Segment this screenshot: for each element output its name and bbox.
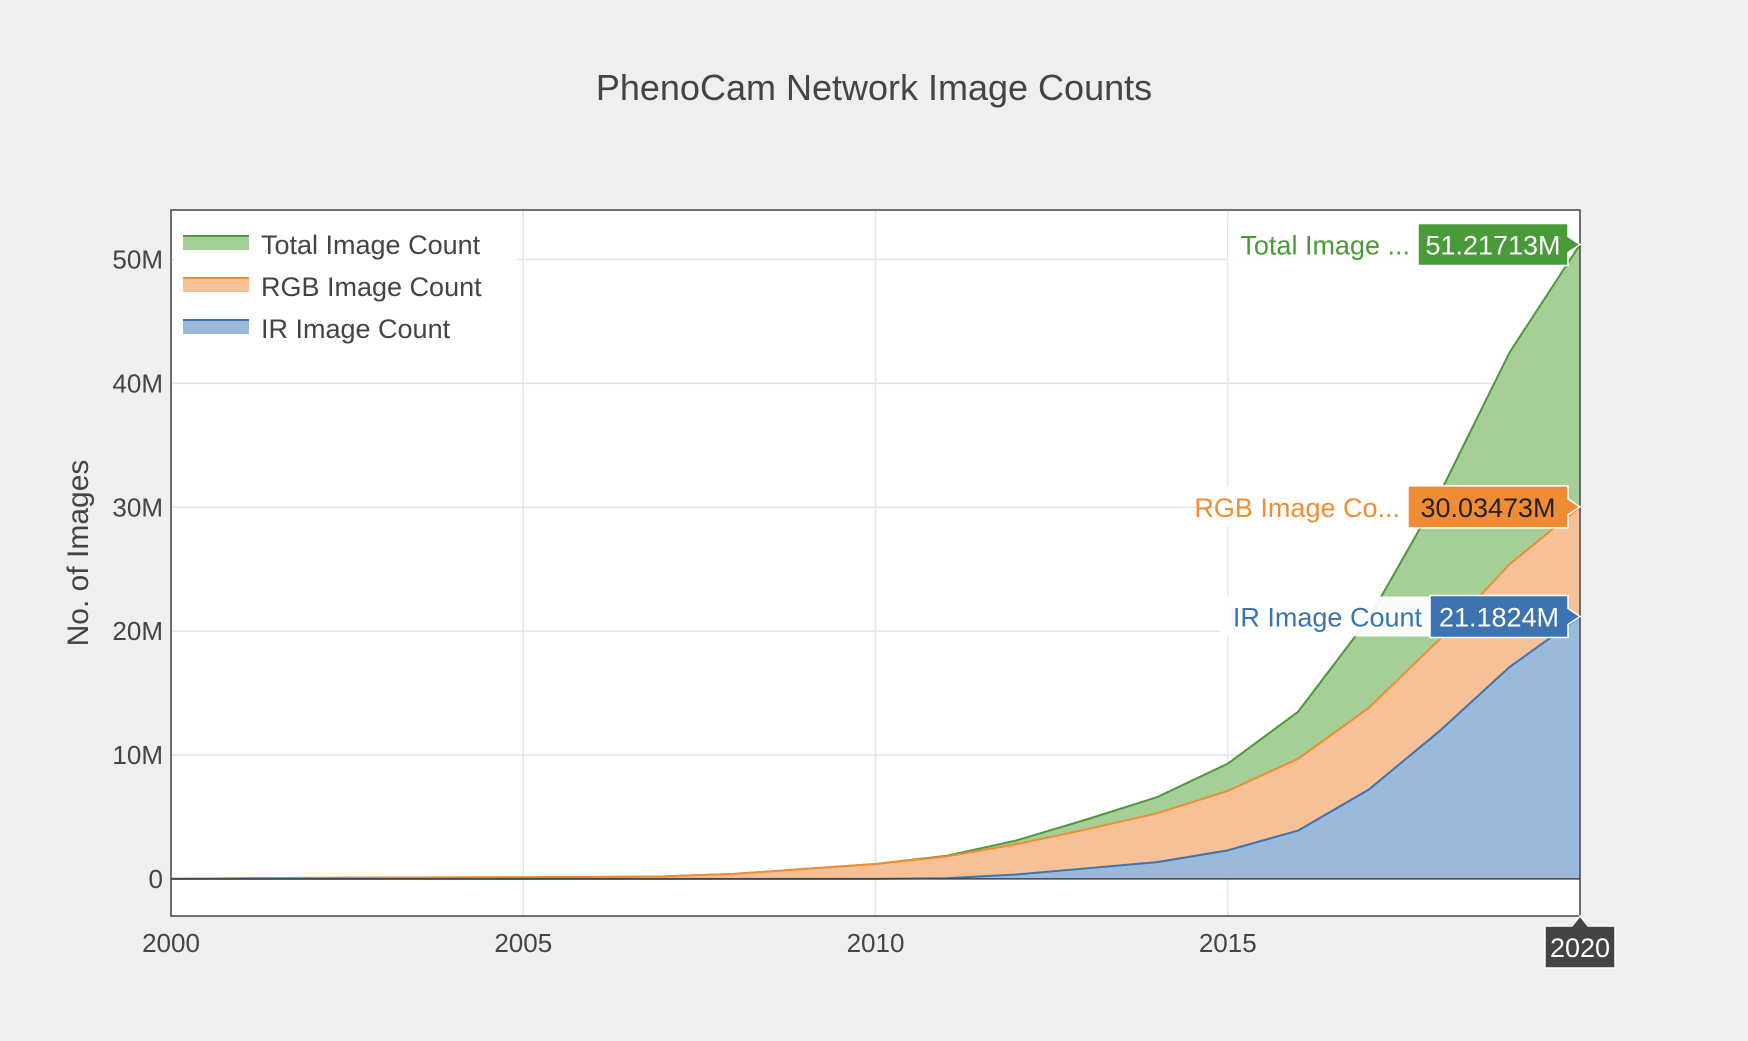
legend-item[interactable]: RGB Image Count bbox=[183, 272, 482, 302]
hover-value-text: 30.03473M bbox=[1420, 493, 1555, 523]
plot-frame bbox=[170, 209, 1581, 917]
hover-name-bg bbox=[1218, 486, 1408, 527]
x-tick-label: 2005 bbox=[494, 928, 552, 958]
hover-x-text: 2020 bbox=[1550, 933, 1610, 963]
legend-label: IR Image Count bbox=[261, 314, 451, 344]
hover-label-series-2: 21.1824M IR Image Count bbox=[1220, 594, 1582, 639]
hover-value-text: 21.1824M bbox=[1439, 602, 1559, 632]
y-tick-label: 10M bbox=[112, 740, 163, 770]
legend-swatch bbox=[183, 236, 249, 250]
chart-title: PhenoCam Network Image Counts bbox=[596, 67, 1152, 108]
y-tick-label: 20M bbox=[112, 616, 163, 646]
area-line-series-1[interactable] bbox=[170, 506, 1581, 880]
y-tick-label: 30M bbox=[112, 492, 163, 522]
legend-swatch bbox=[183, 278, 249, 292]
legend-label: RGB Image Count bbox=[261, 272, 482, 302]
x-tick-label: 2000 bbox=[142, 928, 200, 958]
area-fill-series-2[interactable] bbox=[171, 616, 1580, 879]
hover-name-bg bbox=[1228, 224, 1418, 265]
y-tick-label: 50M bbox=[112, 245, 163, 275]
y-tick-label: 40M bbox=[112, 368, 163, 398]
legend-label: Total Image Count bbox=[261, 230, 481, 260]
hover-x-label: 2020 bbox=[1544, 914, 1616, 969]
hover-label-series-0: 51.21713M Total Image ... bbox=[1228, 222, 1582, 267]
x-tick-label: 2010 bbox=[847, 928, 905, 958]
hover-name-text: IR Image Count bbox=[1233, 602, 1423, 632]
hover-name-bg bbox=[1220, 596, 1430, 637]
hover-name-text: RGB Image Co... bbox=[1194, 493, 1400, 523]
legend-item[interactable]: Total Image Count bbox=[183, 230, 481, 260]
y-tick-label: 0 bbox=[149, 864, 163, 894]
legend-item[interactable]: IR Image Count bbox=[183, 314, 451, 344]
hover-labels: 51.21713M Total Image ... 30.03473M RGB Ima… bbox=[1194, 222, 1616, 969]
hover-value-text: 51.21713M bbox=[1425, 230, 1560, 260]
hover-x-box bbox=[1544, 914, 1616, 969]
hover-label-series-1: 30.03473M RGB Image Co... bbox=[1194, 485, 1582, 529]
hover-name-text: Total Image ... bbox=[1240, 230, 1410, 260]
y-axis-title: No. of Images bbox=[62, 460, 95, 647]
legend-swatch bbox=[183, 320, 249, 334]
legend[interactable]: Total Image Count RGB Image Count IR Image… bbox=[175, 216, 517, 356]
x-tick-label: 2015 bbox=[1199, 928, 1257, 958]
axes: 0 10M 20M 30M 40M 50M 2000 2005 2010 2015 bbox=[112, 245, 1580, 958]
